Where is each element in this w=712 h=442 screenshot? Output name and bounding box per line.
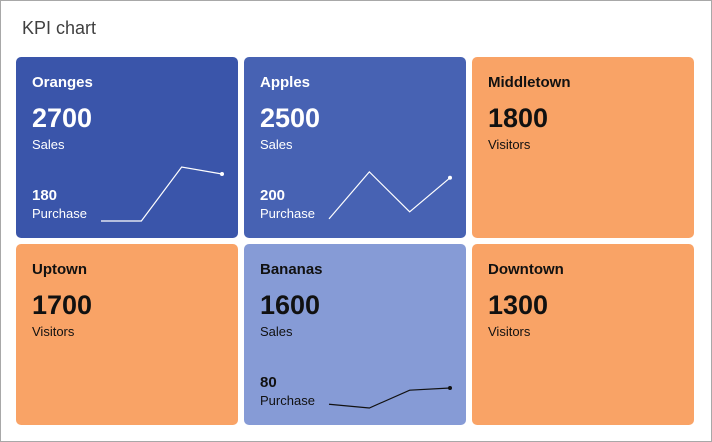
kpi-sub-label: Purchase xyxy=(260,206,315,221)
kpi-name: Bananas xyxy=(260,261,323,278)
kpi-value: 1800 xyxy=(488,103,549,133)
kpi-tile-uptown[interactable]: Uptown 1700 Visitors xyxy=(16,244,238,425)
kpi-sub-value: 200 xyxy=(260,187,286,204)
sparkline-line xyxy=(328,387,451,409)
kpi-tile-oranges[interactable]: Oranges 2700 Sales 180 Purchase xyxy=(16,57,238,238)
kpi-name: Oranges xyxy=(32,74,93,91)
kpi-tile-middletown[interactable]: Middletown 1800 Visitors xyxy=(472,57,694,238)
kpi-value: 1600 xyxy=(260,290,321,320)
sparkline xyxy=(328,386,452,409)
kpi-tile-bananas[interactable]: Bananas 1600 Sales 80 Purchase xyxy=(244,244,466,425)
kpi-value: 2700 xyxy=(32,103,93,133)
sparkline xyxy=(101,166,224,222)
sparkline-line xyxy=(101,166,223,222)
kpi-value: 1300 xyxy=(488,290,549,320)
kpi-sub-value: 180 xyxy=(32,187,58,204)
kpi-sub-value: 80 xyxy=(260,374,277,391)
sparkline xyxy=(328,170,452,220)
kpi-label: Sales xyxy=(260,324,293,339)
sparkline-end-point xyxy=(448,386,452,391)
kpi-label: Visitors xyxy=(32,324,75,339)
kpi-sub-label: Purchase xyxy=(32,206,87,221)
kpi-label: Visitors xyxy=(488,324,531,339)
kpi-name: Downtown xyxy=(488,261,564,278)
kpi-label: Visitors xyxy=(488,137,531,152)
kpi-tile-apples[interactable]: Apples 2500 Sales 200 Purchase xyxy=(244,57,466,238)
kpi-name: Middletown xyxy=(488,74,571,91)
kpi-value: 2500 xyxy=(260,103,321,133)
sparkline-end-point xyxy=(448,175,452,180)
kpi-tile-downtown[interactable]: Downtown 1300 Visitors xyxy=(472,244,694,425)
sparkline-line xyxy=(328,170,451,220)
kpi-name: Uptown xyxy=(32,261,87,278)
sparkline-end-point xyxy=(220,172,224,177)
kpi-value: 1700 xyxy=(32,290,93,320)
kpi-label: Sales xyxy=(32,137,65,152)
chart-title: KPI chart xyxy=(22,18,97,38)
kpi-label: Sales xyxy=(260,137,293,152)
kpi-sub-label: Purchase xyxy=(260,393,315,408)
kpi-name: Apples xyxy=(260,74,311,91)
